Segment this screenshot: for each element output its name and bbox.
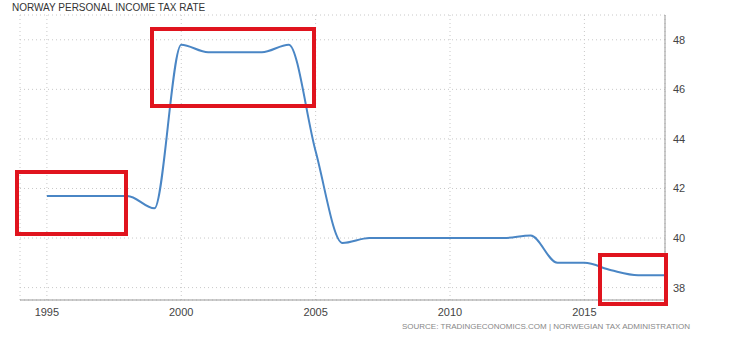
html-text:NORWAY PERSONAL INCOME TAX RAT: NORWAY PERSONAL INCOME TAX RATE (12, 2, 206, 13)
svg-text:42: 42 (673, 182, 685, 194)
html-text:SOURCE: TRADINGECONOMICS.COM |: SOURCE: TRADINGECONOMICS.COM | NORWEGIAN… (402, 322, 690, 331)
svg-text:1995: 1995 (35, 306, 59, 318)
svg-text:44: 44 (673, 133, 685, 145)
svg-text:40: 40 (673, 232, 685, 244)
svg-text:46: 46 (673, 83, 685, 95)
svg-text:38: 38 (673, 282, 685, 294)
svg-text:2005: 2005 (303, 306, 327, 318)
svg-text:48: 48 (673, 34, 685, 46)
svg-text:2015: 2015 (572, 306, 596, 318)
svg-text:2000: 2000 (169, 306, 193, 318)
svg-text:2010: 2010 (438, 306, 462, 318)
